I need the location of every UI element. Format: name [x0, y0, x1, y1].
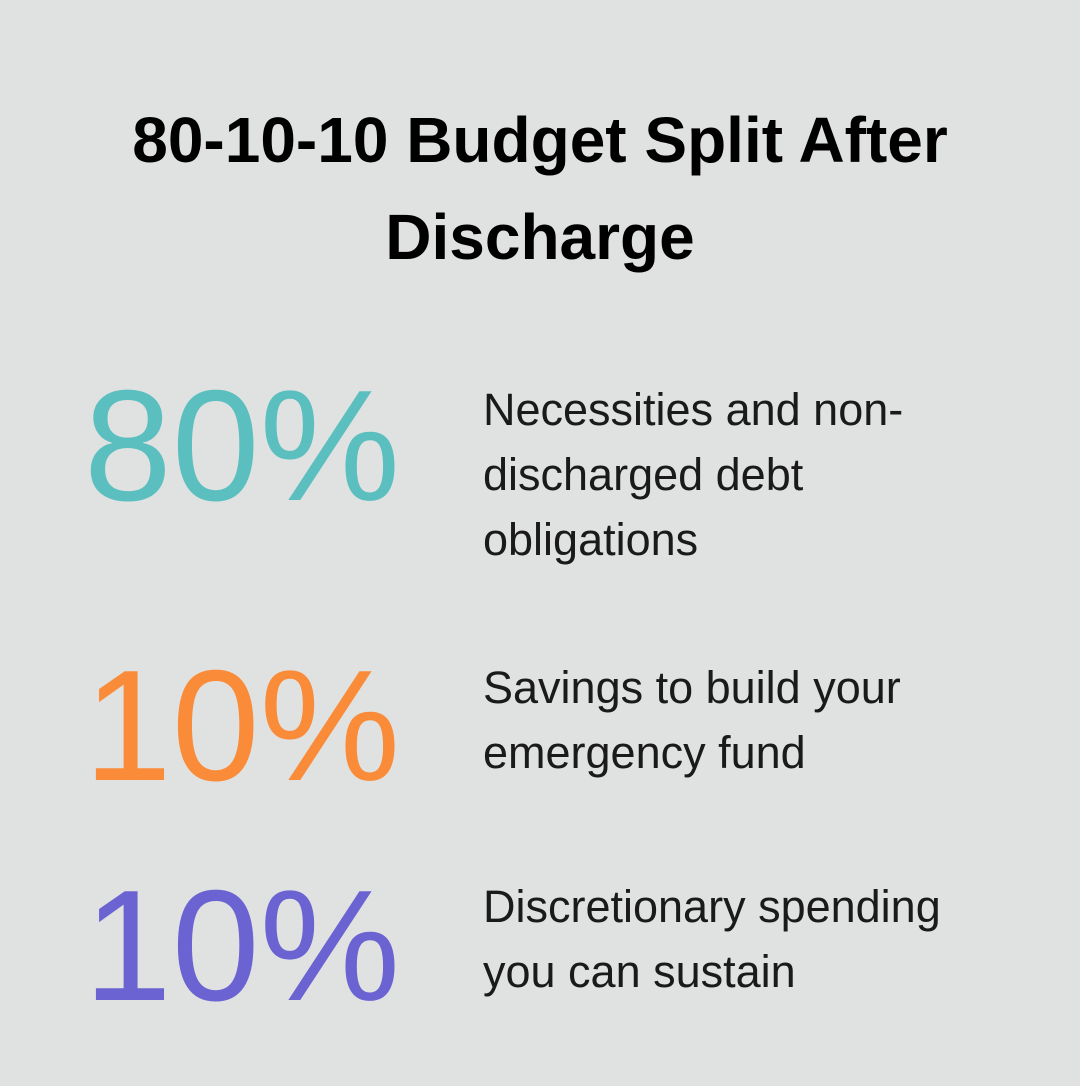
percentage: 80%	[84, 358, 400, 534]
description-line: obligations	[483, 514, 698, 565]
description-line: Discretionary spending	[483, 881, 941, 932]
title-line: 80-10-10 Budget Split After	[132, 104, 948, 176]
description-line: Necessities and non-	[483, 384, 903, 435]
percentage: 10%	[84, 858, 400, 1034]
description-line: discharged debt	[483, 449, 804, 500]
description-line: emergency fund	[483, 727, 806, 778]
description-line: Savings to build your	[483, 662, 901, 713]
percentage: 10%	[84, 638, 400, 814]
title-line: Discharge	[385, 201, 694, 273]
description-line: you can sustain	[483, 946, 796, 997]
